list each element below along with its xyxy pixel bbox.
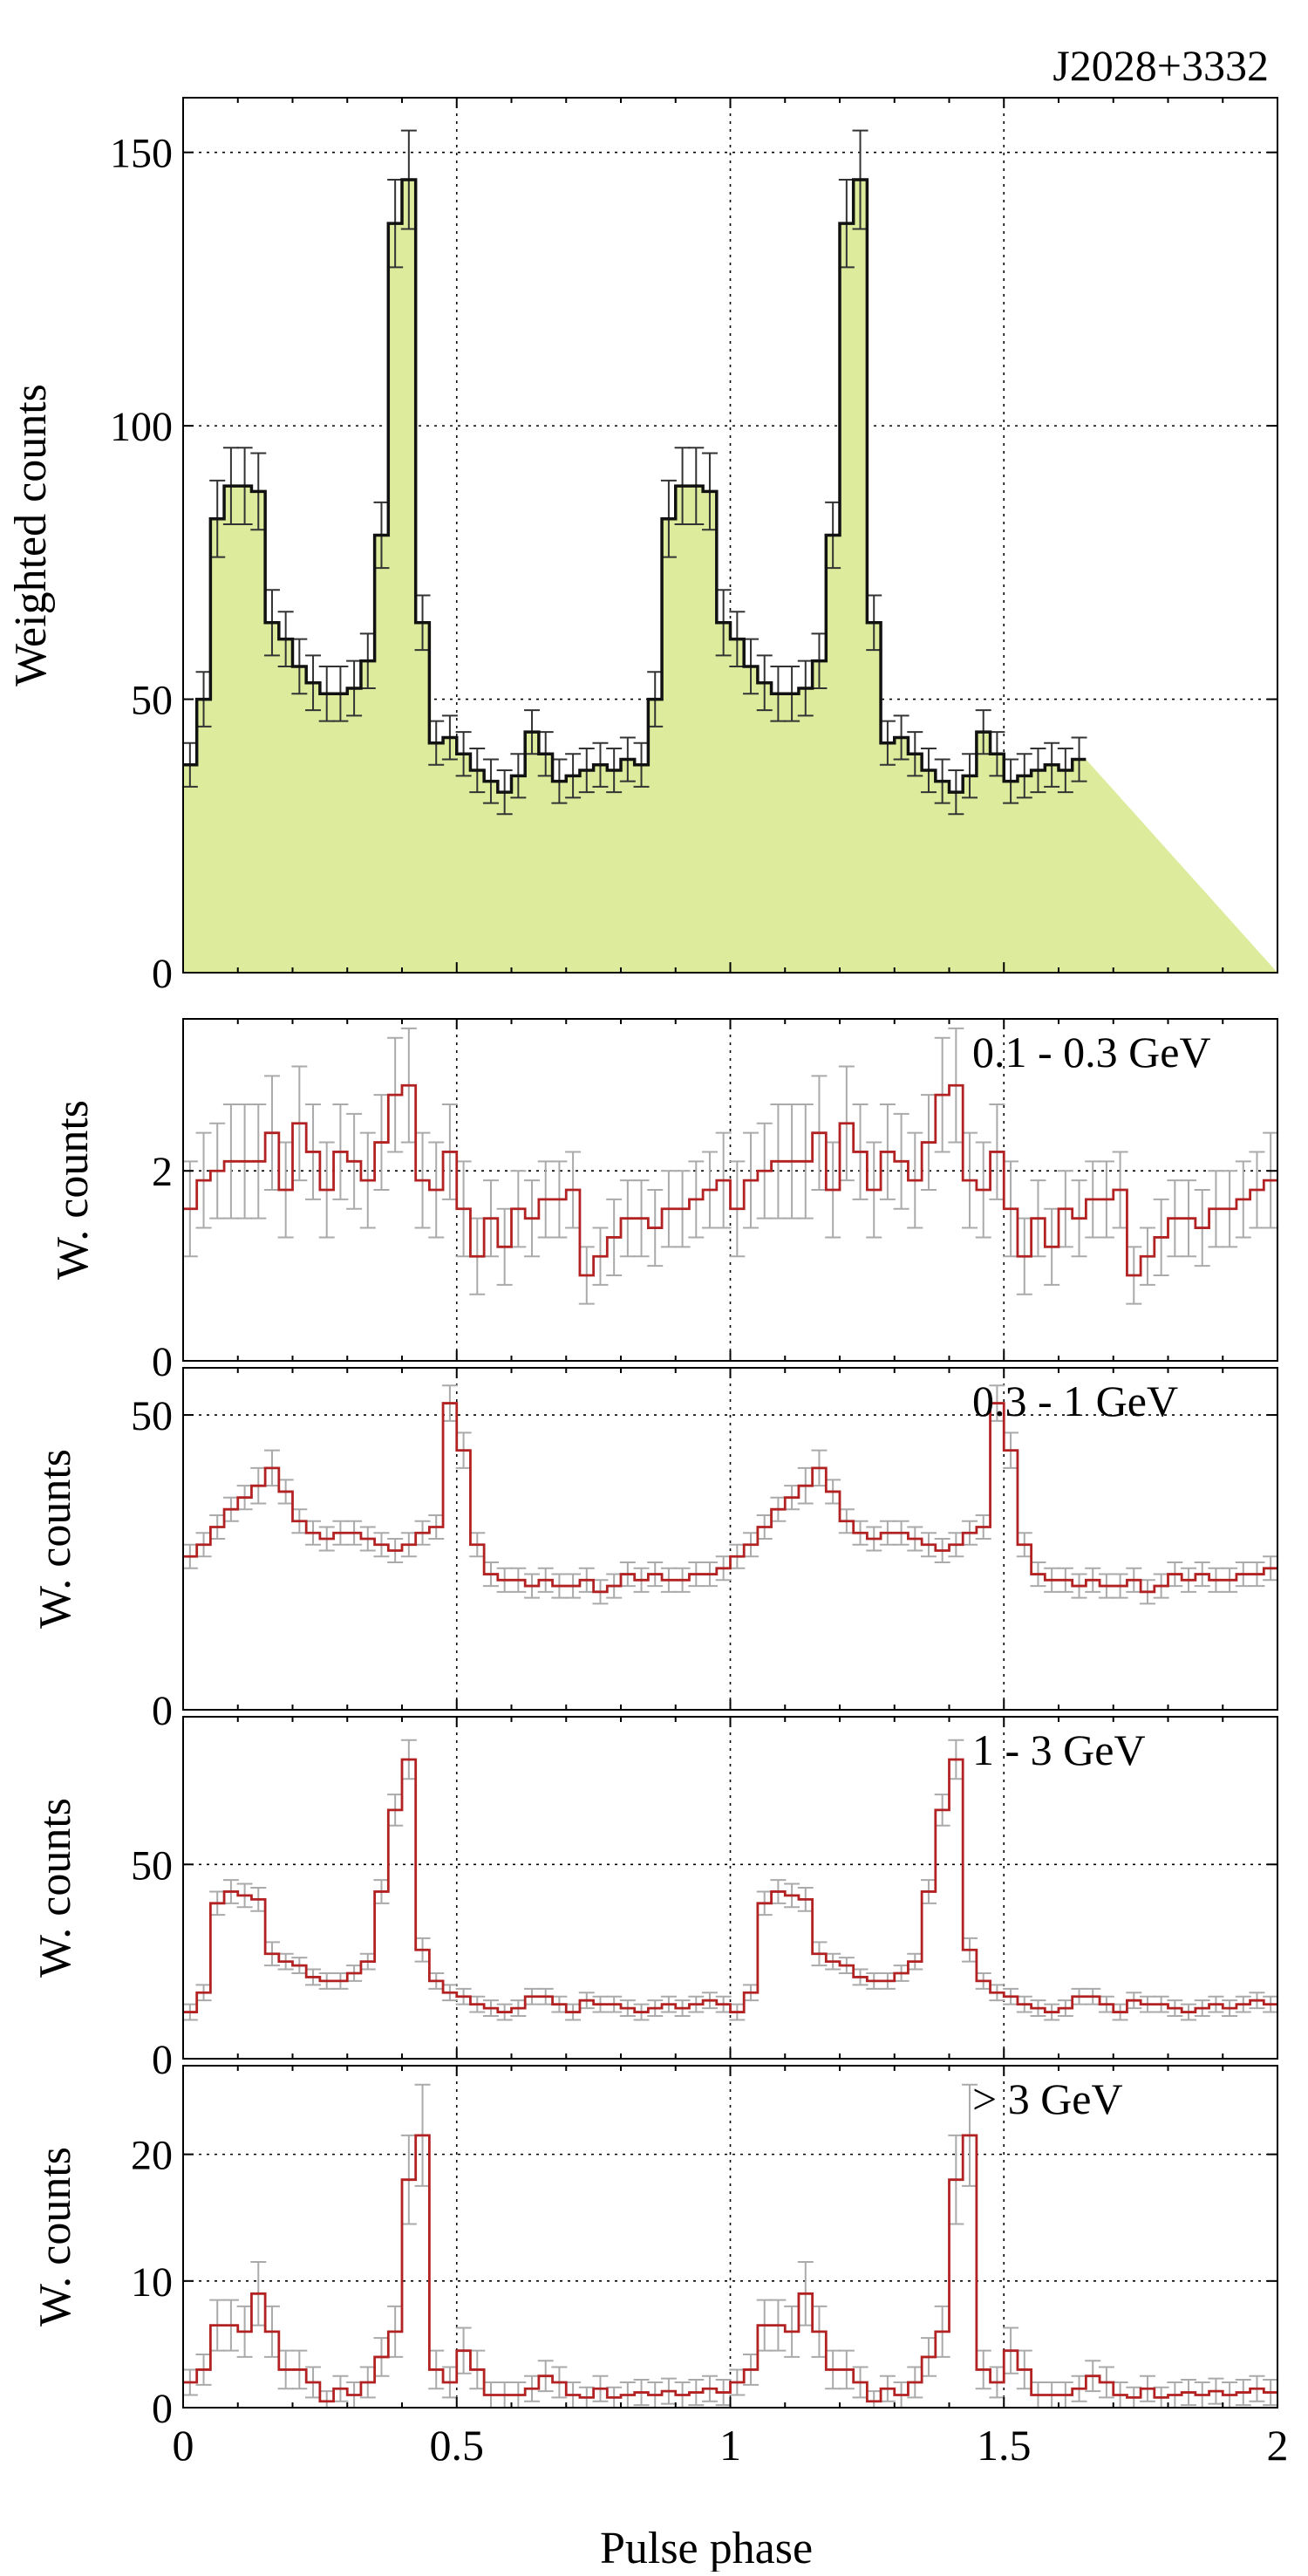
y-axis-title: W. counts [31, 2147, 80, 2327]
y-axis-title: W. counts [31, 1798, 80, 1978]
y-tick-label: 10 [131, 2259, 173, 2306]
panel-band3: 0 50 W. counts 1 - 3 GeV [31, 1716, 1279, 2083]
y-tick-label: 0 [152, 951, 173, 997]
histogram-line [183, 1402, 1277, 1594]
panel-total: 0 50 100 150 Weighted counts [6, 97, 1278, 997]
x-axis-title: Pulse phase [600, 2524, 813, 2572]
x-tick-label: 1.5 [977, 2421, 1032, 2470]
y-tick-label: 2 [152, 1149, 173, 1195]
x-tick-label: 0.5 [430, 2421, 485, 2470]
energy-band-label: 0.1 - 0.3 GeV [972, 1028, 1211, 1076]
histogram-line [183, 178, 1087, 794]
y-tick-label: 0 [152, 1688, 173, 1734]
energy-band-label: 1 - 3 GeV [972, 1725, 1146, 1774]
y-tick-label: 150 [110, 131, 173, 177]
histogram-fill [183, 180, 1277, 973]
y-axis-title: Weighted counts [6, 384, 56, 687]
y-tick-label: 0 [152, 1339, 173, 1385]
y-tick-label: 50 [131, 1842, 173, 1889]
histogram-line [183, 2134, 1277, 2403]
y-axis-title: W. counts [31, 1449, 80, 1629]
y-tick-label: 0 [152, 2386, 173, 2432]
panel-band2: 0 50 W. counts 0.3 - 1 GeV [31, 1367, 1279, 1734]
x-tick-label: 2 [1267, 2421, 1289, 2470]
histogram-line [183, 1758, 1277, 2013]
histogram-line [183, 1083, 1277, 1277]
x-tick-label: 1 [719, 2421, 741, 2470]
panel-band4: 0 10 20 W. counts > 3 GeV [31, 2065, 1279, 2432]
y-tick-label: 0 [152, 2037, 173, 2083]
y-tick-label: 20 [131, 2133, 173, 2179]
y-tick-label: 100 [110, 404, 173, 450]
energy-band-label: > 3 GeV [972, 2074, 1123, 2123]
energy-band-label: 0.3 - 1 GeV [972, 1377, 1178, 1425]
y-tick-label: 50 [131, 678, 173, 724]
y-axis-title: W. counts [48, 1100, 98, 1280]
panel-band1: 0 2 W. counts 0.1 - 0.3 GeV [48, 1018, 1279, 1385]
x-tick-label: 0 [173, 2421, 194, 2470]
y-tick-label: 50 [131, 1393, 173, 1439]
source-name-label: J2028+3332 [1053, 41, 1269, 90]
